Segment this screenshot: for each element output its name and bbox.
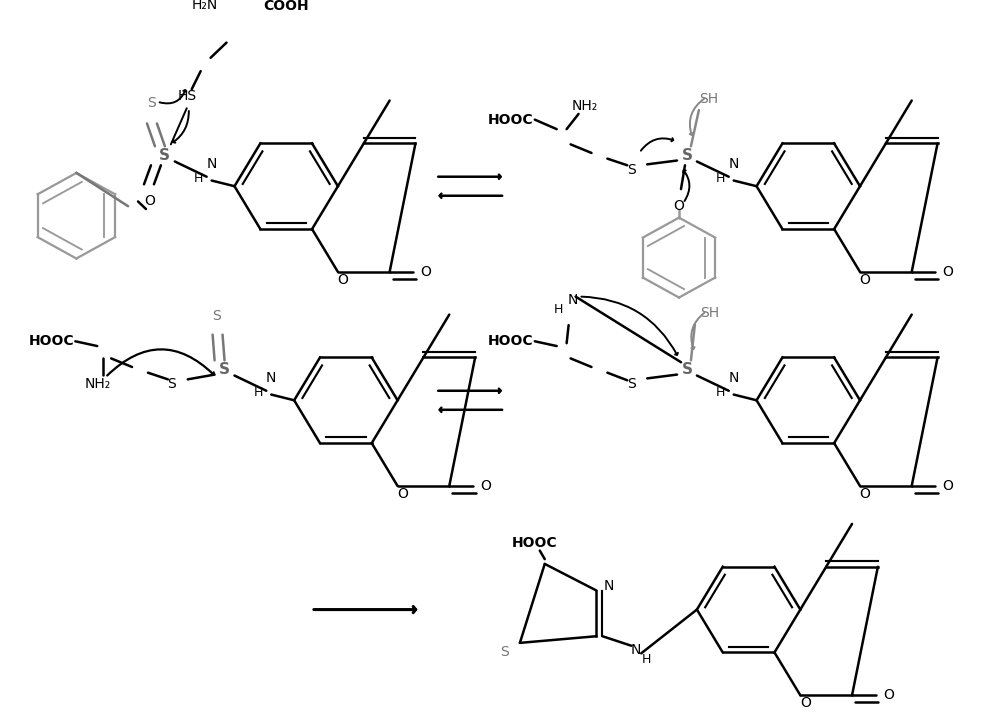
Text: NH₂: NH₂	[571, 100, 598, 113]
Text: O: O	[145, 194, 155, 209]
Text: O: O	[883, 688, 894, 702]
Text: NH₂: NH₂	[85, 377, 111, 391]
Text: O: O	[800, 696, 811, 710]
Text: S: S	[219, 362, 230, 377]
Text: N: N	[266, 371, 276, 386]
Text: H: H	[641, 653, 651, 667]
Text: O: O	[397, 487, 408, 500]
Text: O: O	[943, 479, 954, 493]
Text: S: S	[148, 97, 156, 110]
Text: S: S	[681, 148, 692, 163]
Text: O: O	[860, 487, 870, 500]
Text: S: S	[501, 645, 509, 660]
Text: H: H	[254, 386, 263, 399]
Text: S: S	[167, 377, 176, 391]
Text: HOOC: HOOC	[512, 536, 558, 550]
Text: HOOC: HOOC	[488, 113, 534, 127]
Text: N: N	[206, 157, 217, 171]
Text: HS: HS	[177, 89, 196, 103]
Text: N: N	[729, 371, 739, 386]
Text: N: N	[603, 579, 614, 593]
Text: H: H	[554, 303, 563, 316]
Text: H: H	[716, 172, 725, 185]
Text: SH: SH	[700, 305, 719, 320]
Text: S: S	[627, 377, 636, 391]
Text: HOOC: HOOC	[488, 334, 534, 348]
Text: H: H	[194, 172, 203, 185]
Text: H₂N: H₂N	[192, 0, 218, 11]
Text: COOH: COOH	[263, 0, 309, 14]
Text: S: S	[627, 163, 636, 177]
Text: S: S	[681, 362, 692, 377]
Text: HOOC: HOOC	[29, 334, 74, 348]
Text: N: N	[631, 643, 641, 657]
Text: S: S	[212, 308, 221, 323]
Text: O: O	[421, 265, 431, 279]
Text: O: O	[860, 272, 870, 287]
Text: O: O	[674, 199, 684, 213]
Text: O: O	[943, 265, 954, 279]
Text: O: O	[480, 479, 491, 493]
Text: SH: SH	[699, 92, 718, 105]
Text: N: N	[729, 157, 739, 171]
Text: O: O	[337, 272, 348, 287]
Text: S: S	[159, 148, 170, 163]
Text: H: H	[716, 386, 725, 399]
Text: N: N	[567, 293, 578, 308]
